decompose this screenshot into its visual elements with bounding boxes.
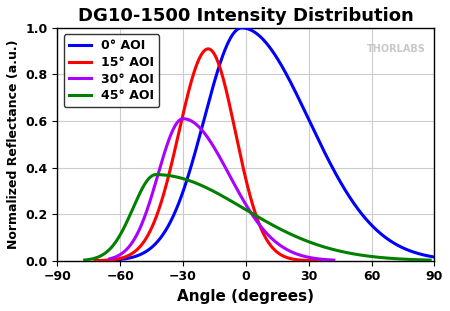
45° AOI — [230, 200, 235, 204]
0° AOI — [237, 26, 243, 30]
Title: DG10-1500 Intensity Distribution: DG10-1500 Intensity Distribution — [78, 7, 414, 25]
15° AOI — [318, 259, 324, 262]
15° AOI — [92, 259, 98, 262]
45° AOI — [142, 183, 147, 186]
Y-axis label: Normalized Reflectance (a.u.): Normalized Reflectance (a.u.) — [7, 39, 20, 249]
30° AOI — [180, 117, 186, 121]
30° AOI — [107, 257, 112, 261]
45° AOI — [428, 258, 433, 262]
45° AOI — [421, 258, 426, 262]
45° AOI — [383, 256, 389, 260]
30° AOI — [327, 258, 332, 262]
Line: 30° AOI: 30° AOI — [110, 119, 334, 260]
15° AOI — [181, 110, 186, 114]
15° AOI — [132, 249, 138, 253]
Text: THORLABS: THORLABS — [367, 44, 425, 54]
15° AOI — [323, 259, 328, 262]
0° AOI — [388, 239, 394, 243]
30° AOI — [146, 203, 151, 207]
0° AOI — [223, 47, 228, 51]
45° AOI — [215, 191, 220, 195]
0° AOI — [432, 255, 437, 259]
0° AOI — [151, 244, 157, 247]
15° AOI — [191, 72, 196, 76]
Line: 15° AOI: 15° AOI — [95, 49, 325, 261]
30° AOI — [331, 258, 337, 262]
Line: 45° AOI: 45° AOI — [85, 174, 430, 260]
X-axis label: Angle (degrees): Angle (degrees) — [177, 289, 315, 304]
0° AOI — [131, 255, 136, 259]
0° AOI — [425, 254, 431, 258]
30° AOI — [303, 255, 308, 258]
15° AOI — [206, 47, 211, 51]
0° AOI — [92, 259, 98, 262]
30° AOI — [203, 133, 208, 137]
Legend: 0° AOI, 15° AOI, 30° AOI, 45° AOI: 0° AOI, 15° AOI, 30° AOI, 45° AOI — [64, 34, 159, 107]
45° AOI — [82, 258, 87, 262]
45° AOI — [153, 173, 158, 176]
Line: 0° AOI: 0° AOI — [95, 28, 434, 261]
30° AOI — [133, 235, 138, 239]
15° AOI — [119, 256, 124, 260]
45° AOI — [122, 226, 127, 230]
15° AOI — [293, 258, 299, 262]
0° AOI — [239, 26, 244, 30]
30° AOI — [193, 122, 198, 126]
